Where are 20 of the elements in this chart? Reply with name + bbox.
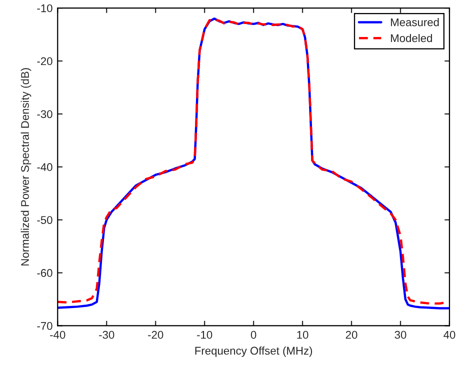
x-tick-label: -40 bbox=[50, 330, 66, 339]
x-axis-title: Frequency Offset (MHz) bbox=[195, 346, 312, 357]
y-tick-label: -30 bbox=[37, 110, 52, 118]
x-tick-label: -10 bbox=[197, 330, 212, 339]
x-tick-label: 20 bbox=[346, 330, 358, 339]
y-tick-label: -10 bbox=[37, 4, 52, 12]
y-tick-label: -40 bbox=[37, 163, 52, 172]
y-tick-label: -60 bbox=[37, 269, 52, 277]
x-tick-label: -20 bbox=[148, 330, 164, 339]
y-tick-label: -20 bbox=[37, 57, 52, 66]
legend-label: Measured bbox=[390, 18, 439, 26]
x-tick-label: 40 bbox=[444, 330, 456, 339]
y-axis-title: Normalized Power Spectral Density (dB) bbox=[20, 68, 32, 266]
legend-label: Modeled bbox=[390, 34, 432, 42]
y-tick-label: -50 bbox=[37, 216, 52, 224]
x-tick-label: 0 bbox=[250, 330, 256, 339]
x-tick-label: -30 bbox=[99, 330, 114, 339]
x-tick-label: 30 bbox=[394, 330, 406, 339]
x-tick-label: 10 bbox=[297, 330, 308, 339]
y-tick-label: -70 bbox=[37, 322, 52, 330]
